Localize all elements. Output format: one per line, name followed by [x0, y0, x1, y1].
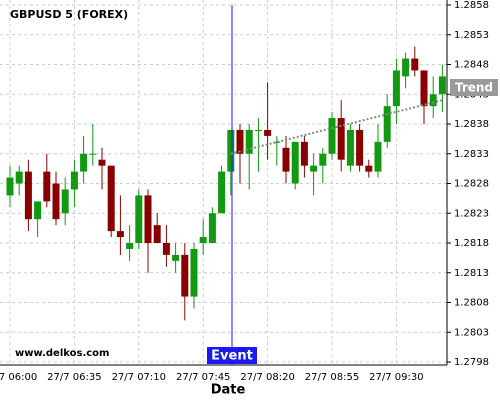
- candle-body: [24, 171, 32, 220]
- candle-body: [153, 225, 161, 243]
- y-tick-label: 1.2808: [454, 298, 489, 309]
- candle-body: [429, 94, 437, 107]
- candle-body: [328, 118, 336, 154]
- y-tick-label: 1.2818: [454, 238, 489, 249]
- candle-body: [310, 165, 318, 172]
- x-tick-label: 27/7 09:30: [369, 372, 423, 383]
- candle-body: [80, 153, 88, 172]
- candle-body: [172, 254, 180, 261]
- x-tick-label: 27/7 06:35: [47, 372, 101, 383]
- y-tick-label: 1.2858: [454, 0, 489, 11]
- trend-line: [230, 99, 443, 155]
- candle-body: [383, 106, 391, 142]
- candle-body: [190, 248, 198, 297]
- candle-body: [264, 129, 272, 136]
- candle-body: [374, 141, 382, 172]
- candle-body: [15, 171, 23, 184]
- trend-box: [450, 79, 498, 96]
- candle-body: [236, 129, 244, 154]
- candle-body: [291, 141, 299, 184]
- y-tick-label: 1.2833: [454, 149, 489, 160]
- x-axis-title: Date: [211, 383, 246, 398]
- candle-body: [319, 153, 327, 166]
- event-box: [207, 347, 257, 364]
- watermark: www.delkos.com: [15, 348, 109, 359]
- candle-body: [116, 231, 124, 238]
- candle-body: [356, 129, 364, 166]
- plot: [6, 46, 446, 321]
- candle-body: [245, 129, 253, 154]
- y-tick-label: 1.2803: [454, 327, 489, 338]
- candle-body: [227, 129, 235, 172]
- candle-body: [346, 129, 354, 166]
- candle-body: [144, 195, 152, 243]
- candle-body: [89, 153, 97, 155]
- candle-body: [126, 243, 134, 249]
- y-tick-label: 1.2853: [454, 30, 489, 41]
- candle-body: [282, 147, 290, 172]
- candle-body: [365, 165, 373, 172]
- x-tick-label: 27/7 08:55: [305, 372, 359, 383]
- y-tick-label: 1.2798: [454, 357, 489, 368]
- candle-body: [34, 201, 42, 220]
- candle-body: [135, 195, 143, 243]
- candle-body: [402, 58, 410, 77]
- candle-body: [61, 189, 69, 214]
- candle-body: [162, 243, 170, 255]
- y-tick-label: 1.2848: [454, 60, 489, 71]
- event-label: Event: [211, 349, 253, 364]
- candle-body: [107, 165, 115, 232]
- x-tick-label: 27/7 07:10: [112, 372, 166, 383]
- candle-body: [300, 141, 308, 166]
- y-tick-label: 1.2838: [454, 119, 489, 130]
- candle-body: [411, 58, 419, 71]
- candle-body: [52, 183, 60, 220]
- candle-body: [420, 70, 428, 107]
- trend-label: Trend: [455, 81, 493, 95]
- candle-body: [199, 237, 207, 243]
- candle-body: [208, 213, 216, 243]
- x-tick-label: 27/7 08:20: [240, 372, 294, 383]
- candle-body: [98, 159, 106, 166]
- candle-body: [181, 254, 189, 297]
- x-tick-label: 27/7 06:00: [0, 372, 37, 383]
- candle-body: [438, 76, 446, 95]
- candle-body: [6, 177, 14, 196]
- chart-title: GBPUSD 5 (FOREX): [10, 8, 128, 21]
- x-tick-label: 27/7 07:45: [176, 372, 230, 383]
- candle-body: [254, 129, 262, 131]
- candle-body: [70, 171, 78, 190]
- y-tick-label: 1.2828: [454, 179, 489, 190]
- y-tick-label: 1.2813: [454, 268, 489, 279]
- candle-body: [273, 141, 281, 143]
- candle-body: [392, 70, 400, 107]
- candle-body: [218, 171, 226, 214]
- candle-body: [337, 118, 345, 160]
- candle-body: [43, 171, 51, 202]
- y-tick-label: 1.2823: [454, 208, 489, 219]
